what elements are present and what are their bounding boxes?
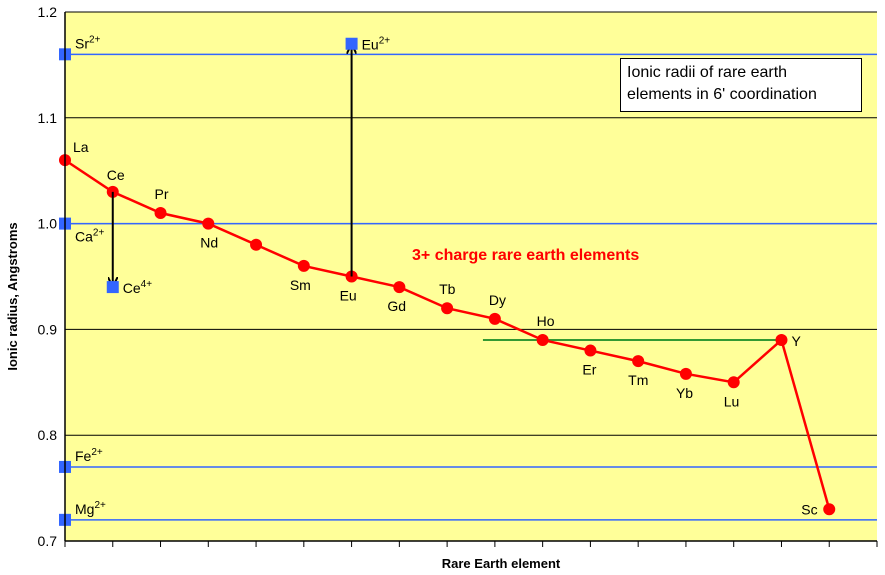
data-point <box>775 333 788 346</box>
chart-note-box: Ionic radii of rare earth elements in 6'… <box>620 58 862 112</box>
y-tick-label: 1.0 <box>38 216 58 232</box>
x-axis-title: Rare Earth element <box>442 556 561 571</box>
data-point <box>679 367 692 380</box>
y-tick-label: 1.2 <box>38 4 58 20</box>
x-tick-marks <box>64 541 878 547</box>
y-tick-label: 1.1 <box>38 110 58 126</box>
data-point <box>823 503 836 516</box>
axes <box>64 12 877 542</box>
y-axis-title: Ionic radius, Angstroms <box>5 222 20 370</box>
data-point <box>632 355 645 368</box>
point-label: Lu <box>724 393 740 409</box>
y-tick-labels: 0.7 0.8 0.9 1.0 1.1 1.2 <box>38 4 58 549</box>
y-tick-label: 0.9 <box>38 321 58 337</box>
point-label: Eu <box>340 288 357 304</box>
data-point <box>393 281 406 294</box>
point-label: Sc <box>801 501 817 517</box>
note-line-2: elements in 6' coordination <box>627 86 817 103</box>
point-label: Er <box>582 362 596 378</box>
data-point <box>488 312 501 325</box>
note-line-1: Ionic radii of rare earth <box>627 64 788 81</box>
data-point <box>536 333 549 346</box>
data-point <box>441 302 454 315</box>
data-point <box>202 217 215 230</box>
point-label: Nd <box>200 235 218 251</box>
point-label: Ho <box>537 313 555 329</box>
point-label: Dy <box>489 292 506 308</box>
point-label: Ce <box>107 167 125 183</box>
extra-marker-eu <box>345 37 358 50</box>
y-tick-label: 0.8 <box>38 427 58 443</box>
data-point <box>727 376 740 389</box>
point-label: Tb <box>439 281 456 297</box>
point-label: Yb <box>676 385 693 401</box>
arrows <box>113 49 352 282</box>
series-annotation: 3+ charge rare earth elements <box>412 247 639 264</box>
extra-marker-ce <box>106 281 119 294</box>
series-rare-earth: La Ce Pr Nd Sm Eu Gd Tb Dy Ho Er Tm Yb Lu Y Sc <box>59 139 836 517</box>
point-label: La <box>73 139 89 155</box>
point-label: Gd <box>387 298 406 314</box>
point-label: Sm <box>290 277 311 293</box>
data-point <box>154 207 167 220</box>
point-label: Y <box>791 333 801 349</box>
data-point <box>297 259 310 272</box>
y-tick-label: 0.7 <box>38 533 58 549</box>
data-point <box>250 238 263 251</box>
point-label: Tm <box>628 372 648 388</box>
point-label: Pr <box>155 186 169 202</box>
data-point <box>584 344 597 357</box>
